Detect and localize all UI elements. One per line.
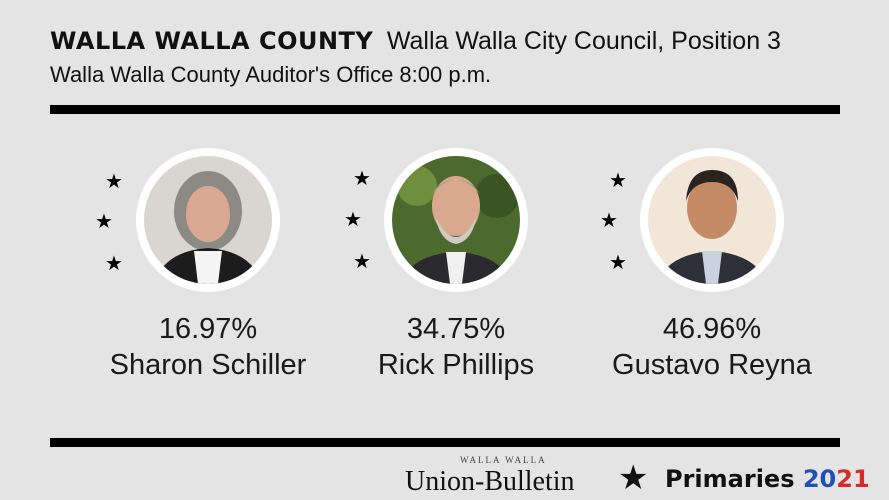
top-divider bbox=[50, 105, 840, 114]
candidate-photo bbox=[384, 148, 528, 292]
star-icon: ★ bbox=[618, 459, 649, 497]
headline: WALLA WALLA COUNTY Walla Walla City Coun… bbox=[50, 24, 781, 57]
union-bulletin-logo: Union-Bulletin bbox=[405, 466, 575, 497]
star-icon: ★ bbox=[600, 210, 618, 232]
star-icon: ★ bbox=[353, 251, 371, 273]
candidate-photo bbox=[136, 148, 280, 292]
candidate-photo bbox=[640, 148, 784, 292]
star-icon: ★ bbox=[609, 252, 627, 274]
star-icon: ★ bbox=[105, 253, 123, 275]
logo-top-text: WALLA WALLA bbox=[460, 455, 547, 465]
star-icon: ★ bbox=[344, 209, 362, 231]
candidate-name: Rick Phillips bbox=[377, 349, 535, 381]
race-title: Walla Walla City Council, Position 3 bbox=[386, 27, 781, 55]
candidate-percent: 34.75% bbox=[406, 313, 506, 345]
star-icon: ★ bbox=[353, 168, 371, 190]
primaries-label: Primaries 2021 bbox=[665, 465, 870, 493]
county-title: WALLA WALLA COUNTY bbox=[50, 27, 374, 55]
star-icon: ★ bbox=[95, 211, 113, 233]
candidate-percent: 16.97% bbox=[158, 313, 258, 345]
year-red: 21 bbox=[836, 465, 870, 493]
bottom-divider bbox=[50, 438, 840, 447]
candidate-name: Gustavo Reyna bbox=[612, 349, 812, 381]
star-icon: ★ bbox=[105, 171, 123, 193]
star-icon: ★ bbox=[609, 170, 627, 192]
candidate-percent: 46.96% bbox=[662, 313, 762, 345]
footer-branding: WALLA WALLA Union-Bulletin ★ Primaries 2… bbox=[405, 455, 885, 497]
primaries-text: Primaries bbox=[665, 465, 795, 493]
source-line: Walla Walla County Auditor's Office 8:00… bbox=[50, 62, 492, 87]
year-blue: 20 bbox=[802, 465, 837, 493]
candidate-name: Sharon Schiller bbox=[109, 349, 307, 381]
